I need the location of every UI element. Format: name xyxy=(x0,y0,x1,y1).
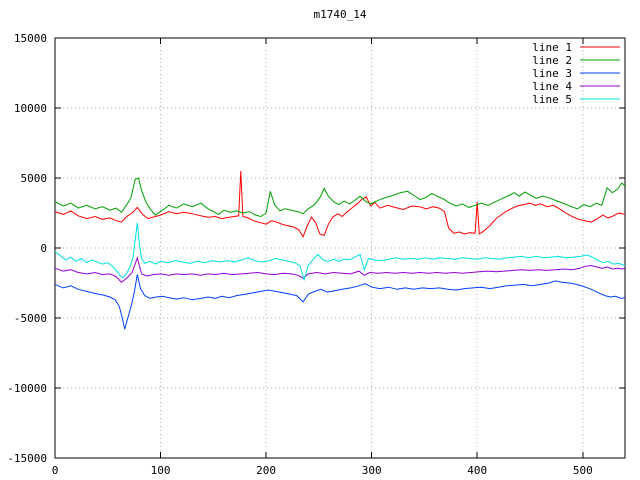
legend-label: line 3 xyxy=(532,67,572,80)
x-tick-label: 300 xyxy=(362,464,382,477)
legend-label: line 5 xyxy=(532,93,572,106)
series-line-5 xyxy=(54,222,626,282)
series-line-4 xyxy=(54,256,626,283)
x-tick-label: 200 xyxy=(256,464,276,477)
series-line-1 xyxy=(54,170,626,238)
tick-marks xyxy=(54,37,625,459)
x-tick-label: 400 xyxy=(467,464,487,477)
legend-label: line 1 xyxy=(532,41,572,54)
y-tick-label: -5000 xyxy=(14,312,47,325)
x-tick-label: 500 xyxy=(573,464,593,477)
x-tick-label: 100 xyxy=(151,464,171,477)
series-lines xyxy=(54,170,626,330)
y-tick-label: -10000 xyxy=(7,382,47,395)
y-tick-label: 0 xyxy=(40,242,47,255)
series-line-3 xyxy=(54,274,626,330)
y-tick-label: 15000 xyxy=(14,32,47,45)
x-tick-label: 0 xyxy=(52,464,59,477)
legend-label: line 2 xyxy=(532,54,572,67)
series-line-2 xyxy=(54,177,626,218)
legend-label: line 4 xyxy=(532,80,572,93)
y-tick-label: -15000 xyxy=(7,452,47,465)
y-tick-label: 10000 xyxy=(14,102,47,115)
tick-labels: 0 100 200 300 400 500 -15000 -10000 -5000 0 5000 10… xyxy=(7,32,592,477)
y-tick-label: 5000 xyxy=(21,172,48,185)
chart-title: m1740_14 xyxy=(314,8,367,21)
